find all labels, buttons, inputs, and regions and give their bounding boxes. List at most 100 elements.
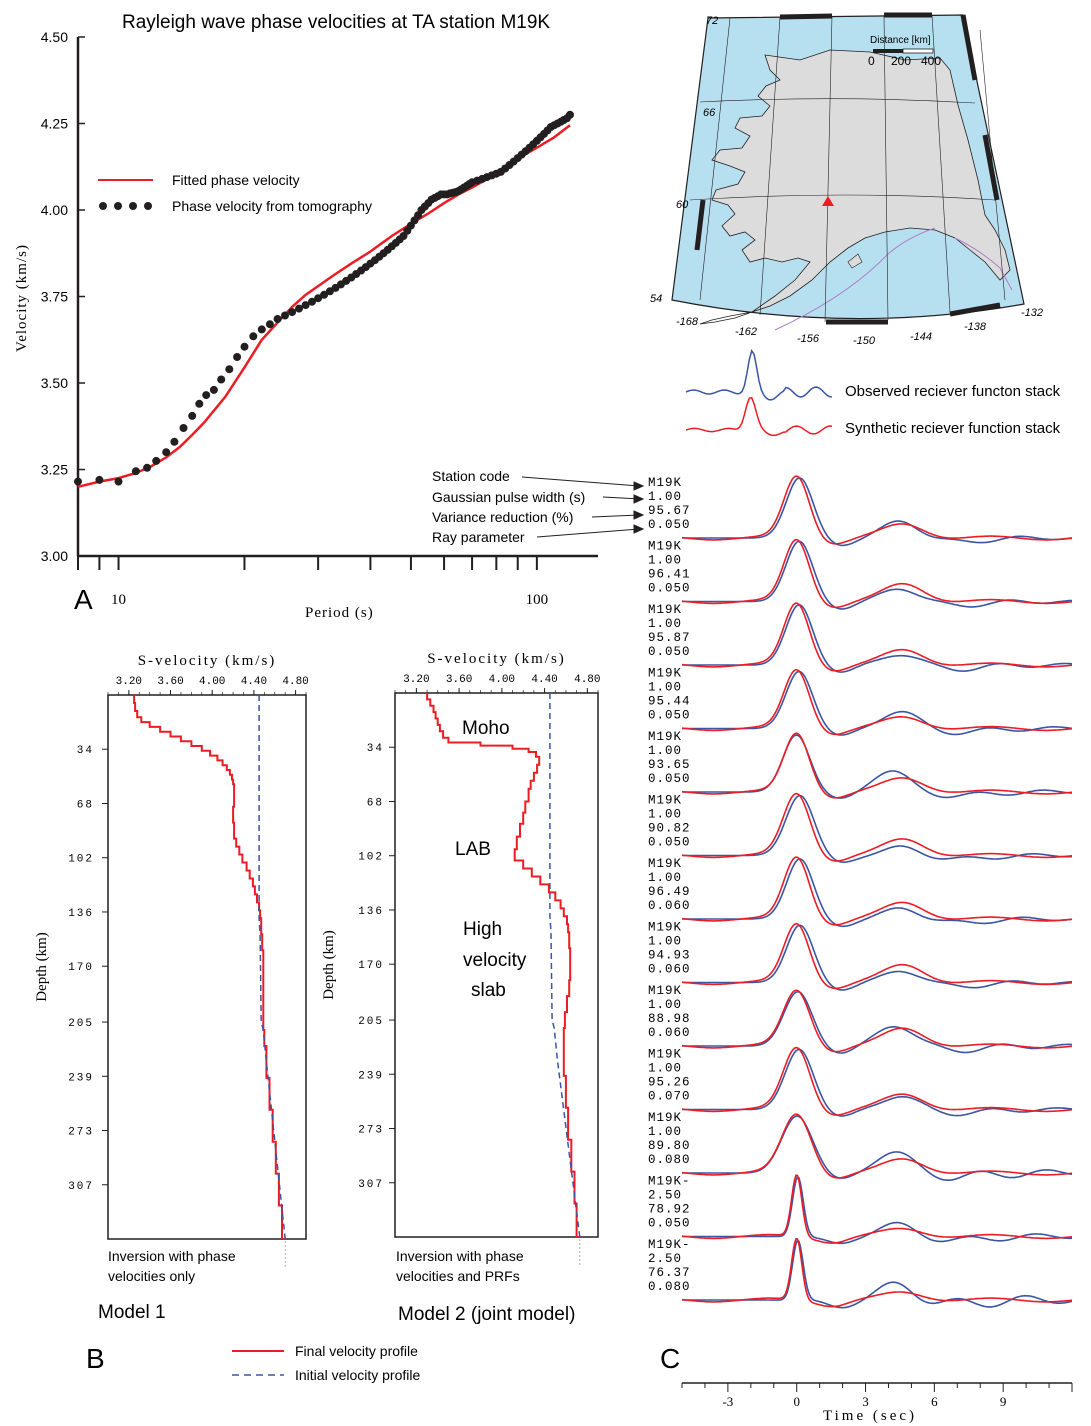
trace-label: M19K- — [648, 1175, 691, 1189]
map-lon-168: -168 — [676, 316, 699, 328]
annotation-moho: Moho — [462, 718, 510, 739]
profile-x-tick-label: 3.20 — [403, 674, 429, 686]
map-scale-200: 200 — [891, 54, 911, 68]
chart-a-xlabel: Period (s) — [305, 605, 374, 621]
trace-observed — [682, 990, 1073, 1054]
chart-a-y-tick-label: 4.00 — [41, 202, 68, 218]
trace-label-key: Station code Gaussian pulse width (s) Va… — [432, 468, 645, 545]
profile-y-tick-label: 34 — [367, 743, 384, 755]
map-aleutians — [699, 311, 753, 325]
chart-a-data-point — [195, 399, 204, 408]
trace-observed — [682, 924, 1073, 991]
chart-c-receiver-functions: M19K1.0095.670.050M19K1.0096.410.050M19K… — [648, 475, 1073, 1309]
chart-a-x-tick-label: 100 — [526, 592, 549, 608]
chart-a-data-point — [202, 391, 211, 400]
trace-label: M19K — [648, 476, 682, 490]
profile-x-tick-label: 3.60 — [157, 676, 183, 688]
chart-a-y-tick-label: 4.50 — [41, 29, 68, 45]
trace-label: 0.050 — [648, 582, 691, 596]
profile-x-tick-label: 4.80 — [282, 676, 308, 688]
trace-synthetic — [681, 1174, 1073, 1244]
trace-label: M19K- — [648, 1238, 691, 1252]
time-axis-tick-label: 6 — [931, 1394, 938, 1409]
chart-a-axes: 3.00 3.25 3.50 3.75 4.00 4.25 4.50 10 100 — [41, 29, 598, 608]
annotation-slab: slab — [471, 980, 506, 1001]
time-axis-tick-label: 9 — [1000, 1394, 1007, 1409]
trace-synthetic — [681, 856, 1073, 926]
chart-b-model2: 3.20 3.60 4.00 4.40 4.80 S-velocity (km/s) 34 6… — [321, 651, 601, 1267]
time-axis-tick-label: -3 — [722, 1394, 733, 1409]
profile-y-tick-label: 170 — [358, 960, 384, 972]
chart-a-data-point — [265, 320, 274, 329]
model1-caption: Model 1 — [98, 1302, 166, 1323]
trace-label: 95.87 — [648, 631, 691, 645]
trace-label: 1.00 — [648, 554, 682, 568]
profile-y-tick-label: 68 — [77, 799, 94, 811]
chart-a-y-tick-label: 4.25 — [41, 116, 68, 132]
chart-a-data-point — [301, 301, 310, 310]
trace-synthetic — [681, 602, 1073, 672]
model1-note-line1: Inversion with phase — [108, 1248, 236, 1264]
trace-label: 0.070 — [648, 1090, 691, 1104]
map-lon-150: -150 — [853, 335, 876, 347]
trace-label: 0.050 — [648, 772, 691, 786]
trace-synthetic — [681, 1237, 1073, 1308]
trace-label: M19K — [648, 1048, 682, 1062]
trace-synthetic — [681, 922, 1073, 990]
chart-a-data-point — [162, 448, 171, 457]
trace-label: 0.060 — [648, 899, 691, 913]
trace-label: 96.49 — [648, 885, 691, 899]
key-gaussian-width: Gaussian pulse width (s) — [432, 489, 585, 505]
legend-synthetic-swatch — [685, 396, 833, 437]
trace-observed — [682, 1115, 1073, 1181]
map-scale-0: 0 — [868, 54, 875, 68]
trace-label: 95.44 — [648, 695, 691, 709]
chart-a-ylabel: Velocity (km/s) — [14, 244, 30, 352]
profile-ylabel: Depth (km) — [321, 930, 337, 1000]
map-plate-line — [774, 227, 936, 331]
profile-y-tick-label: 239 — [358, 1070, 384, 1082]
profile-y-tick-label: 307 — [358, 1179, 384, 1191]
panel-letter-b: B — [86, 1343, 105, 1374]
panel-letter-a: A — [74, 584, 93, 615]
chart-a-y-tick-label: 3.25 — [41, 462, 68, 478]
chart-a-data-point — [114, 477, 123, 486]
chart-a-tomography-series — [74, 110, 574, 486]
key-station-code: Station code — [432, 468, 510, 484]
trace-synthetic — [681, 475, 1073, 545]
trace-label: 94.93 — [648, 949, 691, 963]
trace-label: 2.50 — [648, 1189, 682, 1203]
model2-note-line1: Inversion with phase — [396, 1248, 524, 1264]
chart-a-data-point — [143, 463, 152, 472]
chart-a-data-point — [179, 424, 188, 432]
chart-a-x-tick-label: 10 — [111, 592, 126, 608]
legend-tomography-label: Phase velocity from tomography — [172, 198, 372, 214]
legend-final-label: Final velocity profile — [295, 1343, 418, 1359]
chart-b-model1: 3.20 3.60 4.00 4.40 4.80 S-velocity (km/s) 34 6… — [34, 653, 309, 1269]
annotation-lab: LAB — [455, 839, 491, 860]
profile-x-tick-label: 3.20 — [116, 676, 142, 688]
trace-observed — [682, 540, 1072, 610]
chart-a-data-point — [152, 456, 161, 465]
profile-y-tick-label: 102 — [358, 852, 384, 864]
profile-y-tick-label: 205 — [68, 1018, 94, 1030]
profile-ylabel: Depth (km) — [34, 932, 50, 1002]
legend-synthetic-label: Synthetic reciever function stack — [845, 420, 1061, 437]
legend-observed-swatch — [685, 349, 833, 401]
profile-y-tick-label: 136 — [68, 908, 94, 920]
chart-a-data-point — [95, 475, 104, 484]
trace-observed — [682, 794, 1073, 864]
chart-a-data-point — [257, 325, 266, 334]
time-axis-tick-label: 3 — [862, 1394, 869, 1409]
trace-label: 78.92 — [648, 1203, 691, 1217]
map-scale-bar — [873, 48, 934, 54]
model2-caption: Model 2 (joint model) — [398, 1304, 575, 1325]
trace-label: 0.080 — [648, 1153, 691, 1167]
station-marker-icon — [822, 196, 834, 206]
profile-y-tick-label: 68 — [367, 797, 384, 809]
chart-a-data-point — [188, 411, 197, 420]
trace-label: 95.26 — [648, 1076, 691, 1090]
profile-xlabel: S-velocity (km/s) — [138, 653, 277, 669]
profile-final-line — [133, 695, 286, 1240]
trace-synthetic — [681, 1113, 1073, 1179]
